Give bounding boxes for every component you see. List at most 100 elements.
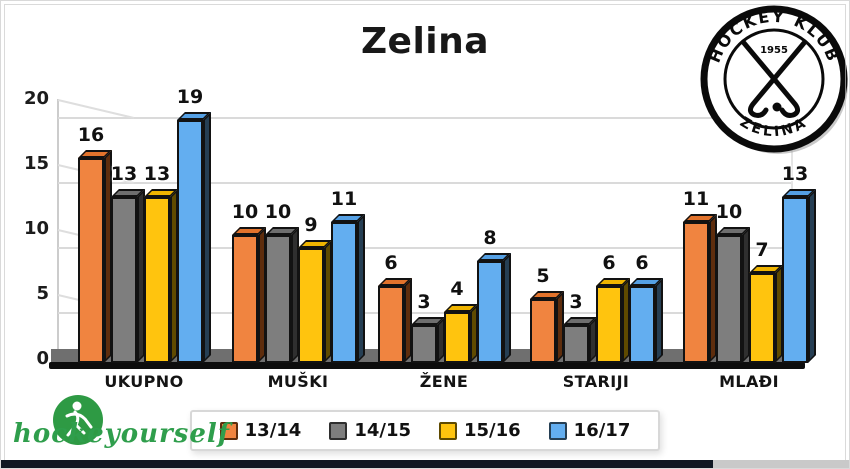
bar-13-14: 5 [530,265,564,363]
y-tick-label: 20 [23,88,49,109]
watermark-text: hockeyourself [13,419,230,449]
legend-swatch-icon [219,421,238,440]
bar-value-label: 13 [110,163,138,185]
bar-value-label: 8 [483,227,497,249]
bar-15-16: 9 [298,214,332,363]
legend-item: 13/14 [219,420,302,441]
legend-label: 15/16 [464,420,521,441]
legend-box: 13/14 14/15 15/16 16/17 [189,410,661,451]
legend-item: 15/16 [439,420,521,441]
bar-13-14: 11 [683,188,717,363]
bar-front-face [78,158,104,363]
bar-13-14: 6 [378,252,412,363]
legend-label: 13/14 [244,420,302,441]
watermark-logo-icon [53,395,103,445]
bar-value-label: 3 [569,291,583,313]
bar-front-face [444,312,470,363]
bar-15-16: 4 [444,278,478,363]
bar-14-15: 13 [111,163,145,363]
bar-14-15: 3 [411,291,445,363]
y-tick-label: 15 [23,153,49,174]
gridline [58,247,793,249]
bar-front-face [596,286,622,363]
bar-front-face [411,325,437,363]
bar-value-label: 10 [715,201,743,223]
bar-16-17: 11 [331,188,365,363]
bar-front-face [749,273,775,363]
bar-14-15: 3 [563,291,597,363]
bar-value-label: 11 [330,188,358,210]
y-tick-label: 10 [23,218,49,239]
bar-value-label: 6 [384,252,398,274]
bar-front-face [265,235,291,363]
hockey-ball-icon [772,102,782,112]
category-label: MLAĐI [719,372,779,391]
bar-16-17: 8 [477,227,511,363]
bar-front-face [232,235,258,363]
bar-value-label: 19 [176,86,204,108]
bar-front-face [477,261,503,363]
bar-value-label: 13 [143,163,171,185]
video-progress-bar[interactable] [1,460,849,468]
gridline [58,117,793,119]
y-tick-label: 0 [36,348,49,369]
category-label: ŽENE [419,372,469,391]
bar-value-label: 10 [264,201,292,223]
bar-front-face [530,299,556,363]
bar-side-face [503,253,511,363]
chart-legend: 13/14 14/15 15/16 16/17 [1,410,849,451]
bar-13-14: 10 [232,201,266,363]
bar-side-face [203,112,211,363]
bar-value-label: 6 [602,252,616,274]
bar-front-face [782,197,808,363]
bar-15-16: 6 [596,252,630,363]
bar-front-face [683,222,709,363]
bar-value-label: 5 [536,265,550,287]
bar-front-face [177,120,203,363]
category-label: MUŠKI [267,372,329,391]
club-logo: HOCKEY KLUB ZELINA 1955 [700,5,848,154]
chart-title: Zelina [360,21,490,62]
y-axis-line [57,99,59,365]
bar-13-14: 16 [78,124,112,363]
bar-value-label: 3 [417,291,431,313]
bar-15-16: 7 [749,239,783,363]
category-label: UKUPNO [104,372,184,391]
bar-16-17: 13 [782,163,816,363]
y-tick-label: 5 [36,283,49,304]
bar-side-face [357,214,365,363]
legend-swatch-icon [439,421,457,440]
watermark: hockeyourself [11,393,229,463]
bar-front-face [331,222,357,363]
gridline-perspective [57,99,135,119]
bar-16-17: 19 [177,86,211,363]
legend-swatch-icon [548,421,567,440]
legend-swatch-icon [329,421,348,440]
bar-front-face [298,248,324,363]
logo-year: 1955 [760,45,788,56]
bar-front-face [144,197,170,363]
bar-value-label: 6 [635,252,649,274]
hockey-player-icon [65,401,93,437]
bar-value-label: 9 [304,214,318,236]
gridline [58,312,793,314]
video-progress-fill [1,460,714,468]
bar-front-face [378,286,404,363]
bar-value-label: 4 [450,278,464,300]
legend-label: 16/17 [573,420,631,441]
bar-15-16: 13 [144,163,178,363]
bar-value-label: 7 [755,239,769,261]
bar-14-15: 10 [716,201,750,363]
legend-label: 14/15 [354,420,411,441]
gridline [58,182,793,184]
bar-value-label: 11 [682,188,710,210]
legend-item: 16/17 [548,420,631,441]
legend-item: 14/15 [329,420,411,441]
bar-front-face [629,286,655,363]
bar-16-17: 6 [629,252,663,363]
bar-front-face [111,197,137,363]
crossed-hockey-sticks-icon [741,40,807,118]
category-label: STARIJI [562,372,630,391]
bar-value-label: 10 [231,201,259,223]
